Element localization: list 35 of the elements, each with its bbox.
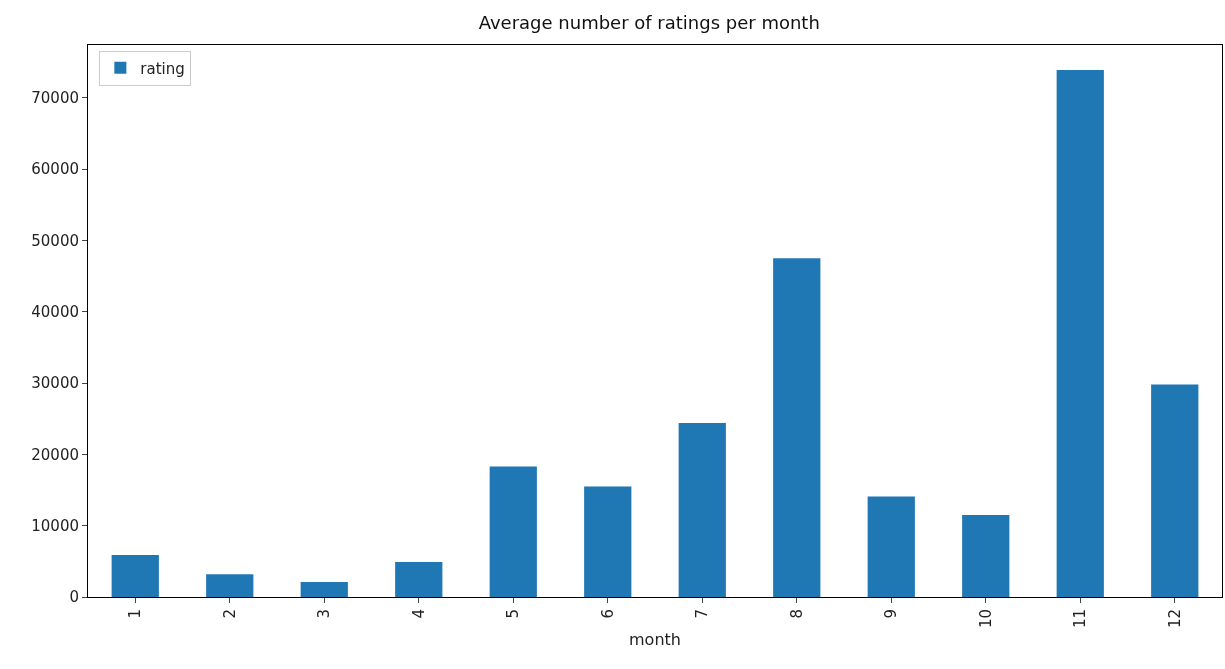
x-tick-label: 1 — [126, 609, 145, 619]
y-tick-label: 0 — [69, 588, 79, 607]
x-tick-label: 11 — [1071, 609, 1090, 629]
bar — [867, 496, 915, 597]
x-tick-label: 5 — [504, 609, 523, 619]
y-tick-label: 40000 — [31, 302, 79, 321]
x-tick-label: 4 — [409, 609, 428, 619]
bar — [1056, 69, 1104, 597]
x-tick-label: 9 — [882, 609, 901, 619]
x-tick-label: 10 — [976, 609, 995, 629]
x-tick-label: 7 — [693, 609, 712, 619]
bar — [773, 258, 821, 597]
bar — [962, 514, 1010, 597]
x-tick-label: 6 — [598, 609, 617, 619]
x-tick-label: 2 — [220, 609, 239, 619]
y-tick-label: 60000 — [31, 160, 79, 179]
bar — [678, 422, 726, 597]
y-tick-label: 10000 — [31, 516, 79, 535]
bar — [300, 582, 348, 597]
bar — [1151, 384, 1199, 597]
bar — [395, 562, 443, 597]
legend-label: rating — [140, 59, 185, 78]
x-tick-label: 12 — [1165, 609, 1184, 629]
x-axis-title: month — [629, 629, 681, 649]
y-tick-label: 70000 — [31, 89, 79, 108]
bar — [111, 554, 159, 597]
bar — [206, 574, 254, 597]
y-tick-label: 30000 — [31, 374, 79, 393]
y-tick-label: 50000 — [31, 231, 79, 250]
x-tick-label: 3 — [315, 609, 334, 619]
bar — [584, 486, 632, 597]
bar — [489, 466, 537, 597]
chart-title: Average number of ratings per month — [478, 12, 820, 34]
x-tick-label: 8 — [787, 609, 806, 619]
y-tick-label: 20000 — [31, 445, 79, 464]
